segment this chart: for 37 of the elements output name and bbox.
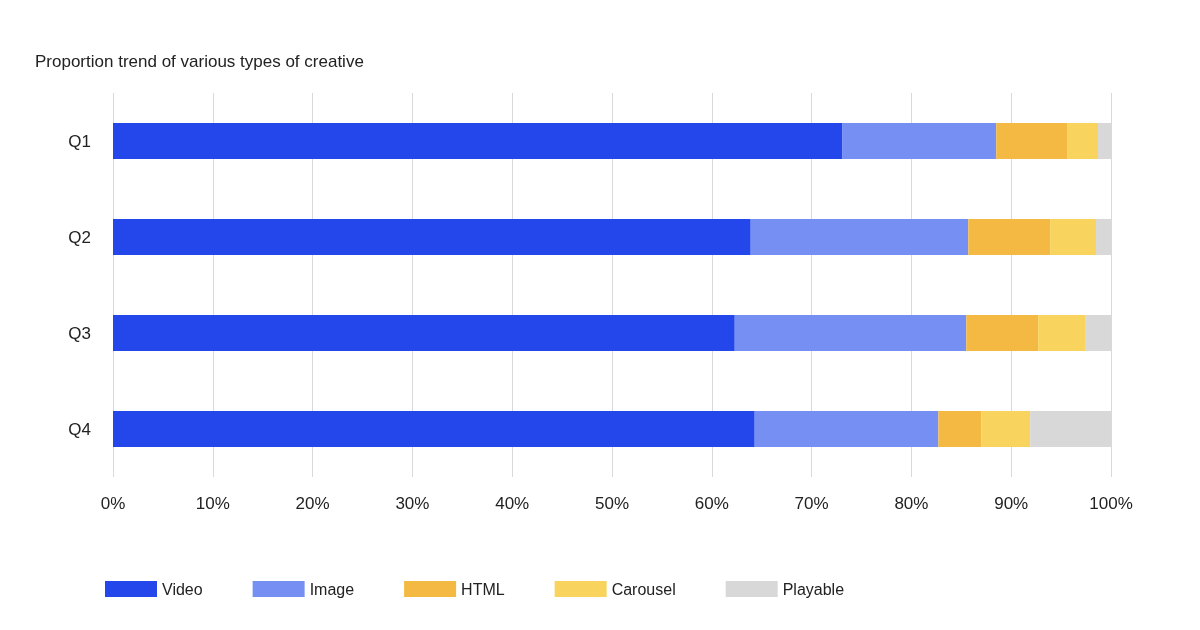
- x-tick-label: 80%: [894, 494, 929, 513]
- bar: [113, 123, 843, 159]
- bar: [981, 411, 1031, 447]
- x-tick-label: 60%: [694, 494, 729, 513]
- bar: [842, 123, 997, 159]
- legend-label: Playable: [782, 580, 845, 598]
- y-tick-label: Q1: [68, 131, 91, 151]
- bar: [734, 315, 967, 351]
- x-tick-label: 100%: [1089, 494, 1133, 513]
- x-tick-label: 20%: [295, 494, 330, 513]
- bar: [966, 315, 1039, 351]
- x-tick-label: 40%: [495, 494, 530, 513]
- x-tick-label: 30%: [395, 494, 430, 513]
- bar: [1067, 123, 1099, 159]
- bar: [1038, 315, 1086, 351]
- bar: [113, 219, 751, 255]
- bar: [1050, 219, 1097, 255]
- chart-title: Proportion trend of various types of creative: [35, 52, 364, 71]
- bar: [750, 219, 969, 255]
- x-tick-label: 90%: [994, 494, 1029, 513]
- bar: [113, 315, 735, 351]
- x-tick-label: 10%: [195, 494, 230, 513]
- bar: [754, 411, 939, 447]
- legend-label: Carousel: [611, 580, 676, 598]
- y-tick-label: Q2: [68, 227, 91, 247]
- y-tick-label: Q3: [68, 323, 91, 343]
- x-tick-label: 50%: [594, 494, 630, 513]
- bar: [996, 123, 1068, 159]
- bar: [938, 411, 982, 447]
- legend-label: Image: [309, 580, 355, 598]
- x-tick-label: 70%: [794, 494, 829, 513]
- x-tick-label: 0%: [100, 494, 126, 513]
- bar: [113, 411, 755, 447]
- legend-label: Video: [162, 580, 203, 598]
- y-tick-label: Q4: [68, 419, 91, 439]
- legend-label: HTML: [461, 580, 505, 598]
- bar: [968, 219, 1051, 255]
